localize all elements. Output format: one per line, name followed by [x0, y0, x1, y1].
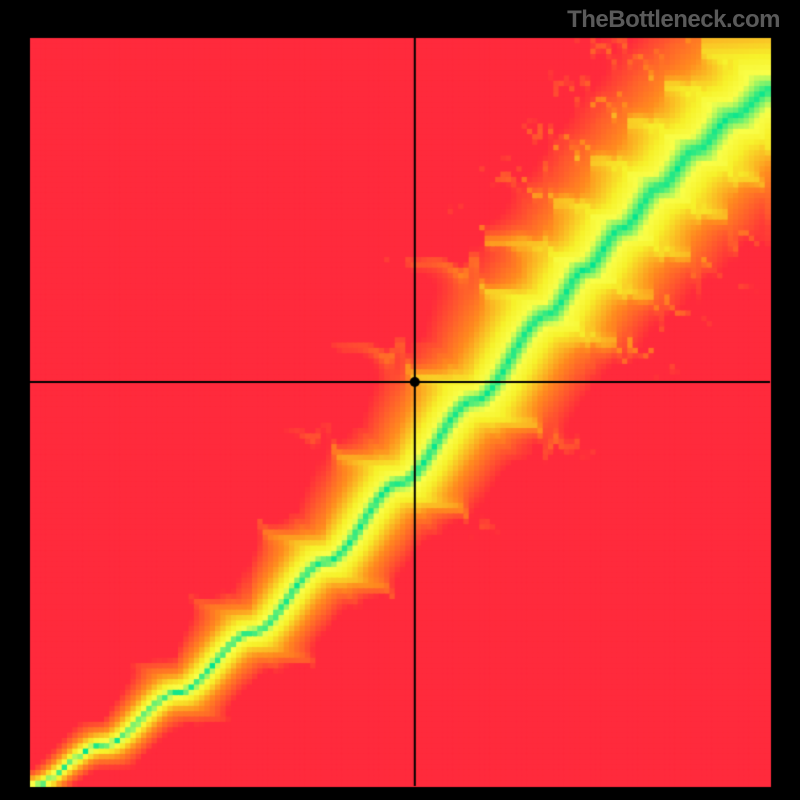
- chart-container: TheBottleneck.com: [0, 0, 800, 800]
- attribution-text: TheBottleneck.com: [567, 6, 780, 34]
- bottleneck-heatmap-canvas: [0, 0, 800, 800]
